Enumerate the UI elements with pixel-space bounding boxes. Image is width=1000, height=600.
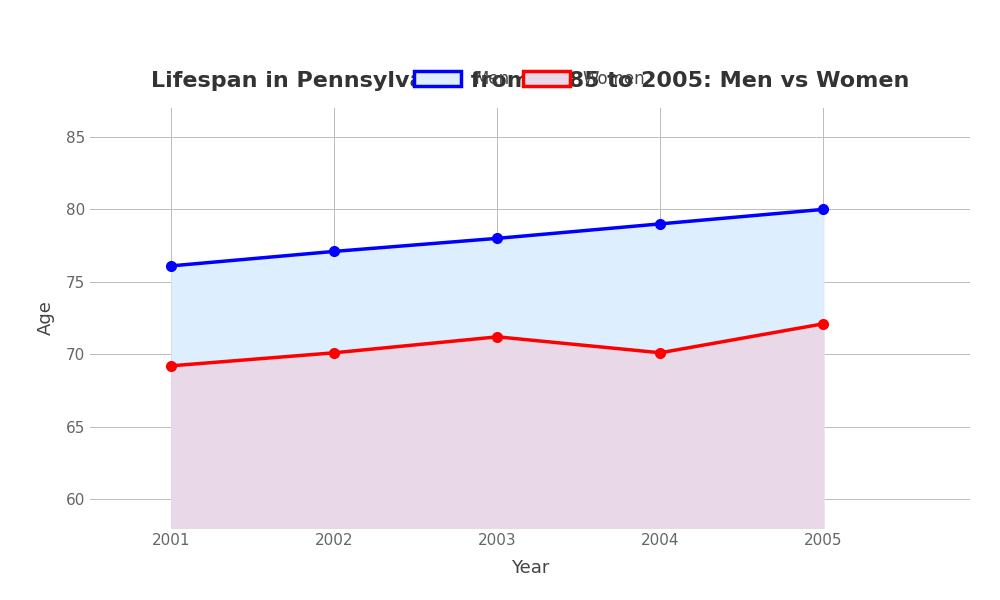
X-axis label: Year: Year xyxy=(511,559,549,577)
Y-axis label: Age: Age xyxy=(37,301,55,335)
Legend: Men, Women: Men, Women xyxy=(406,62,654,97)
Title: Lifespan in Pennsylvania from 1985 to 2005: Men vs Women: Lifespan in Pennsylvania from 1985 to 20… xyxy=(151,71,909,91)
